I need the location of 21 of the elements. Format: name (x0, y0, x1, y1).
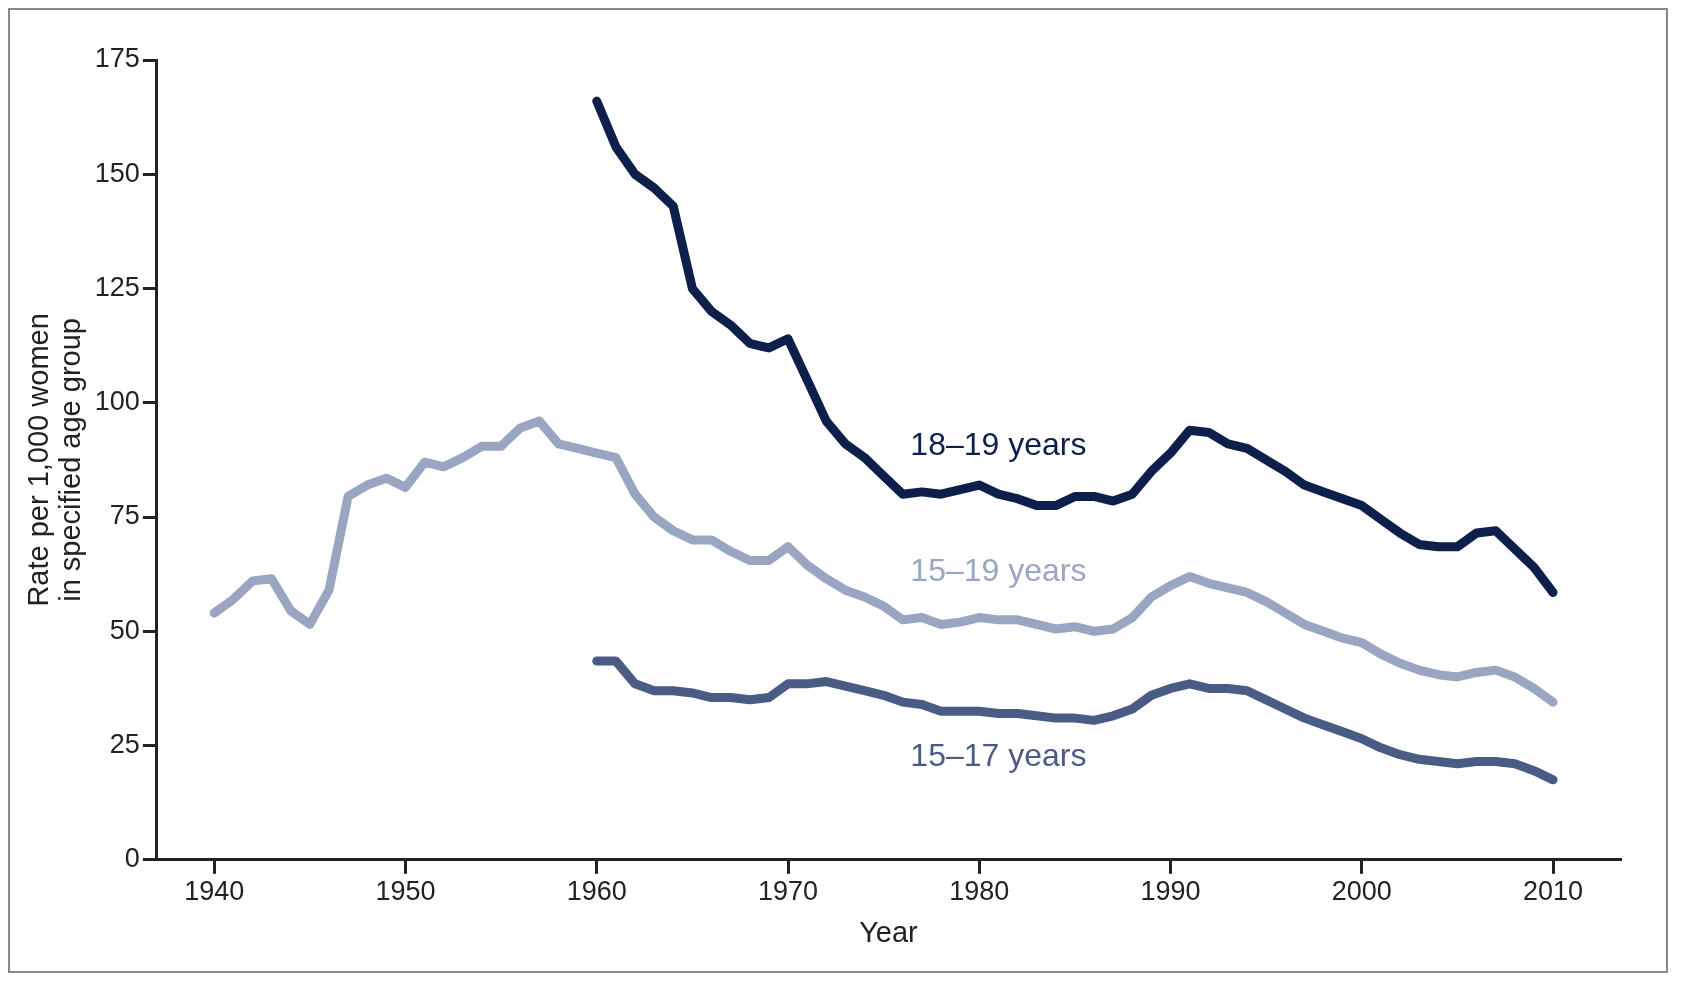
y-axis-title: Rate per 1,000 women in specified age group (21, 313, 86, 607)
y-tick-label: 0 (124, 843, 140, 874)
x-tick-label: 1940 (184, 876, 245, 907)
y-tick-label: 125 (94, 271, 140, 302)
series-label: 15–17 years (910, 737, 1087, 774)
x-tick-label: 1950 (375, 876, 436, 907)
x-tick-label: 1990 (1140, 876, 1201, 907)
x-tick-label: 1980 (949, 876, 1010, 907)
series-label: 15–19 years (910, 551, 1087, 588)
y-tick-label: 50 (109, 614, 140, 645)
y-tick-label: 100 (94, 386, 140, 417)
y-tick-label: 150 (94, 157, 140, 188)
x-tick-label: 2010 (1523, 876, 1584, 907)
series-label: 18–19 years (910, 426, 1087, 463)
y-tick-label: 75 (109, 500, 140, 531)
x-tick-label: 2000 (1331, 876, 1392, 907)
x-tick-label: 1960 (566, 876, 627, 907)
x-tick-label: 1970 (757, 876, 819, 907)
y-tick-label: 175 (94, 43, 140, 74)
y-tick-label: 25 (109, 729, 140, 759)
x-axis-title: Year (859, 915, 919, 948)
